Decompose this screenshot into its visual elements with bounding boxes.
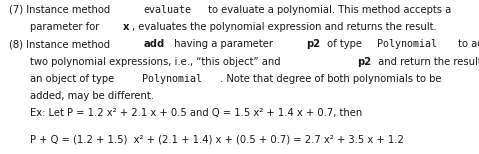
Text: p2: p2: [357, 57, 371, 67]
Text: to evaluate a polynomial. This method accepts a: to evaluate a polynomial. This method ac…: [205, 5, 452, 15]
Text: and return the result as: and return the result as: [376, 57, 479, 67]
Text: p2: p2: [306, 39, 320, 49]
Text: Ex: Let P = 1.2 x² + 2.1 x + 0.5 and Q = 1.5 x² + 1.4 x + 0.7, then: Ex: Let P = 1.2 x² + 2.1 x + 0.5 and Q =…: [30, 108, 362, 118]
Text: Polynomial: Polynomial: [142, 74, 203, 84]
Text: of type: of type: [324, 39, 365, 49]
Text: , evaluates the polynomial expression and returns the result.: , evaluates the polynomial expression an…: [132, 22, 436, 32]
Text: . Note that degree of both polynomials to be: . Note that degree of both polynomials t…: [220, 74, 441, 84]
Text: evaluate: evaluate: [143, 5, 191, 15]
Text: (8) Instance method: (8) Instance method: [9, 39, 113, 49]
Text: an object of type: an object of type: [30, 74, 117, 84]
Text: Polynomial: Polynomial: [377, 39, 437, 49]
Text: add: add: [143, 39, 164, 49]
Text: having a parameter: having a parameter: [171, 39, 276, 49]
Text: (7) Instance method: (7) Instance method: [9, 5, 113, 15]
Text: parameter for: parameter for: [30, 22, 102, 32]
Text: to add: to add: [455, 39, 479, 49]
Text: two polynomial expressions, i.e., “this object” and: two polynomial expressions, i.e., “this …: [30, 57, 284, 67]
Text: added, may be different.: added, may be different.: [30, 91, 154, 101]
Text: x: x: [123, 22, 130, 32]
Text: P + Q = (1.2 + 1.5)  x² + (2.1 + 1.4) x + (0.5 + 0.7) = 2.7 x² + 3.5 x + 1.2: P + Q = (1.2 + 1.5) x² + (2.1 + 1.4) x +…: [30, 135, 404, 145]
